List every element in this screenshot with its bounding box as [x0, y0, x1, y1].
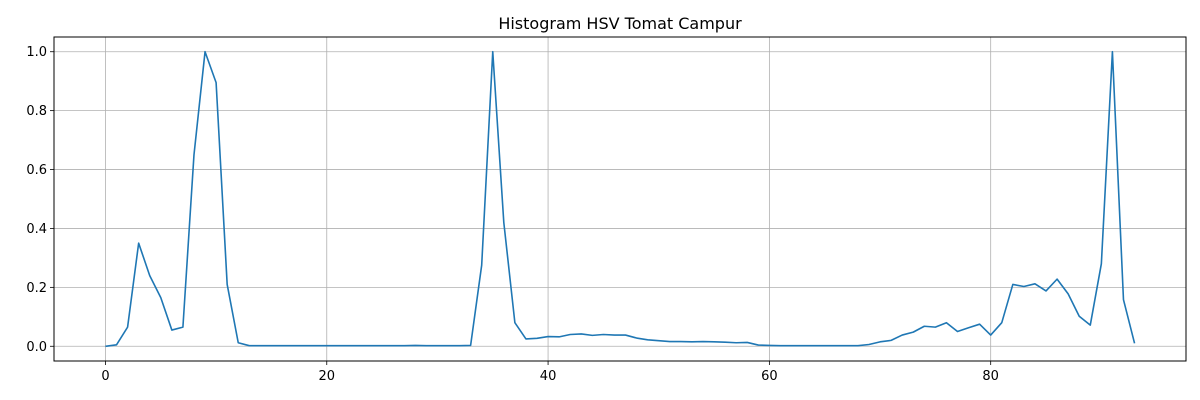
x-axis: 0 20 40 60 80 — [101, 361, 999, 384]
x-tick-label: 0 — [101, 369, 109, 384]
x-tick-label: 60 — [761, 369, 778, 384]
series-line — [105, 50, 1136, 348]
x-tick-label: 20 — [318, 369, 335, 384]
x-tick-label: 40 — [540, 369, 557, 384]
series-layer — [105, 50, 1136, 348]
grid — [54, 37, 1186, 361]
y-axis: 0.0 0.2 0.4 0.6 0.8 1.0 — [26, 45, 54, 355]
y-tick-label: 0.4 — [26, 222, 47, 237]
y-tick-label: 0.0 — [26, 340, 47, 355]
y-tick-label: 0.8 — [26, 104, 47, 119]
plot-frame — [53, 36, 1187, 362]
y-tick-label: 1.0 — [26, 45, 47, 60]
x-tick-label: 80 — [982, 369, 999, 384]
chart-title: Histogram HSV Tomat Campur — [498, 14, 742, 33]
y-tick-label: 0.2 — [26, 281, 47, 296]
y-tick-label: 0.6 — [26, 163, 47, 178]
